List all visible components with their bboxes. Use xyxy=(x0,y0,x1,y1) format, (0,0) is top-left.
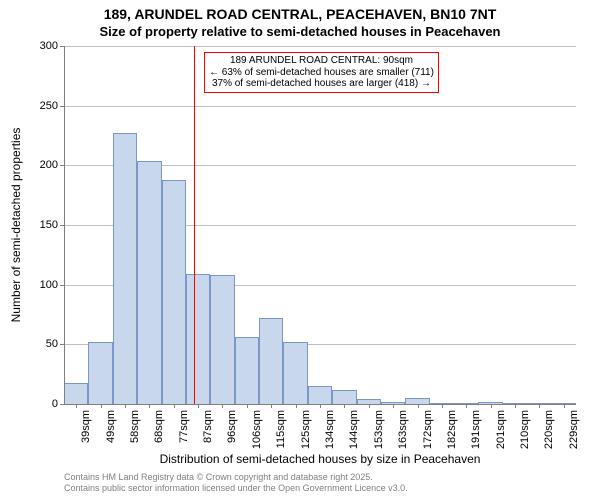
histogram-bar xyxy=(113,133,137,404)
gridline xyxy=(64,46,576,47)
annotation-line: ← 63% of semi-detached houses are smalle… xyxy=(209,67,434,79)
x-axis xyxy=(64,404,576,405)
histogram-bar xyxy=(283,342,307,404)
reference-line xyxy=(194,46,195,404)
plot-area: 05010015020025030039sqm49sqm58sqm68sqm77… xyxy=(64,46,576,404)
annotation-line: 189 ARUNDEL ROAD CENTRAL: 90sqm xyxy=(209,55,434,67)
histogram-bar xyxy=(210,275,234,404)
histogram-bar xyxy=(186,274,210,404)
footer-line-2: Contains public sector information licen… xyxy=(64,483,408,494)
histogram-bar xyxy=(137,161,161,404)
y-tick-label: 150 xyxy=(24,219,58,231)
y-tick-label: 250 xyxy=(24,100,58,112)
y-tick-label: 300 xyxy=(24,40,58,52)
histogram-bar xyxy=(332,390,356,404)
histogram-bar xyxy=(162,180,186,404)
footer-line-1: Contains HM Land Registry data © Crown c… xyxy=(64,472,408,483)
chart-container: 189, ARUNDEL ROAD CENTRAL, PEACEHAVEN, B… xyxy=(0,0,600,500)
y-tick-label: 50 xyxy=(24,338,58,350)
y-axis xyxy=(64,46,65,404)
y-tick-label: 0 xyxy=(24,398,58,410)
histogram-bar xyxy=(64,383,88,404)
histogram-bar xyxy=(235,337,259,404)
y-tick-label: 200 xyxy=(24,159,58,171)
histogram-bar xyxy=(259,318,283,404)
footer-attribution: Contains HM Land Registry data © Crown c… xyxy=(64,472,408,494)
chart-title: 189, ARUNDEL ROAD CENTRAL, PEACEHAVEN, B… xyxy=(0,6,600,23)
annotation-box: 189 ARUNDEL ROAD CENTRAL: 90sqm← 63% of … xyxy=(204,52,439,93)
histogram-bar xyxy=(308,386,332,404)
y-tick-label: 100 xyxy=(24,279,58,291)
chart-subtitle: Size of property relative to semi-detach… xyxy=(0,24,600,40)
histogram-bar xyxy=(88,342,112,404)
annotation-line: 37% of semi-detached houses are larger (… xyxy=(209,78,434,90)
y-axis-label: Number of semi-detached properties xyxy=(9,115,23,335)
x-axis-label: Distribution of semi-detached houses by … xyxy=(64,452,576,466)
gridline xyxy=(64,106,576,107)
